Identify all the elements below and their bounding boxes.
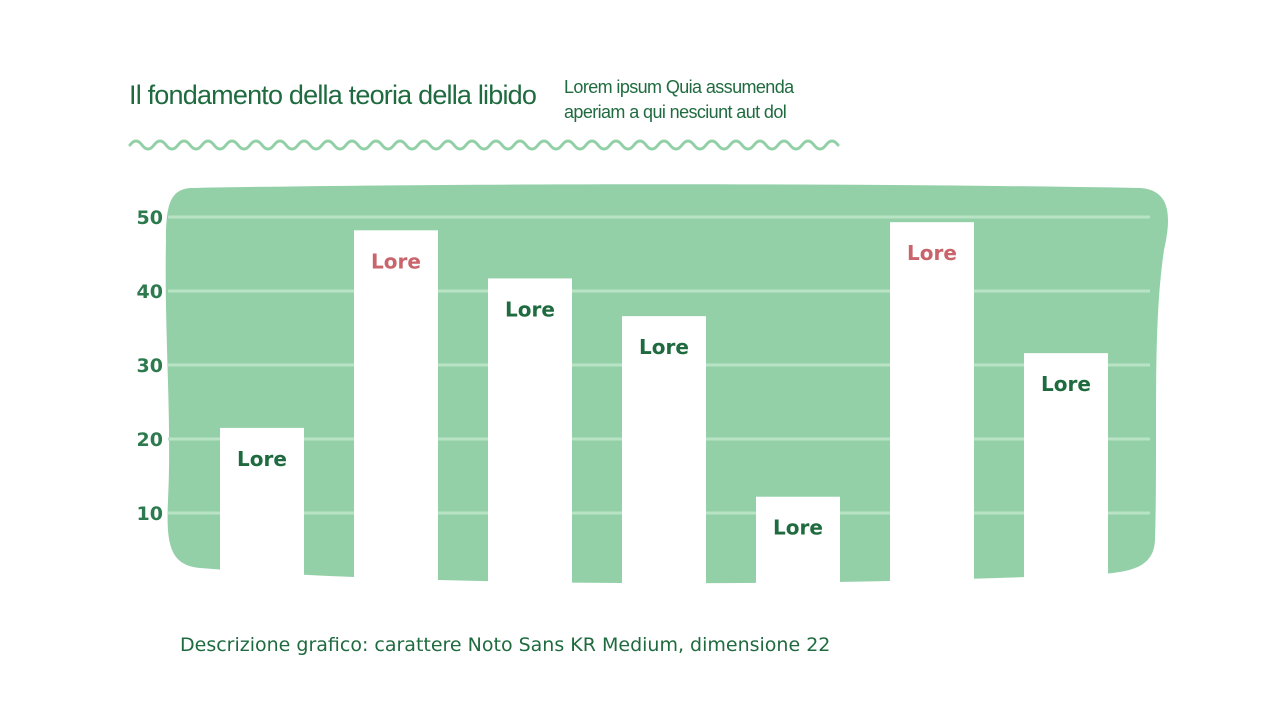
bar: [756, 496, 840, 600]
y-tick-label: 20: [137, 429, 163, 451]
y-tick-label: 50: [137, 207, 163, 229]
chart-title: Il fondamento della teoria della libido: [129, 80, 537, 110]
bar: [220, 427, 304, 600]
bar-data-label: Lore: [371, 249, 421, 273]
bar-data-label: Lore: [505, 297, 555, 321]
bar: [622, 316, 706, 600]
bar-data-label: Lore: [907, 241, 957, 265]
bar: [488, 278, 572, 600]
bar-data-label: Lore: [639, 335, 689, 359]
bar: [354, 230, 438, 600]
wavy-divider: [128, 139, 840, 151]
y-tick-label: 10: [137, 503, 163, 525]
chart-description: Descrizione grafico: carattere Noto Sans…: [180, 634, 831, 656]
bar-data-label: Lore: [1041, 372, 1091, 396]
bar-chart: Lore Lore Lore Lore Lore Lore Lore 10 20 30 40 50: [136, 184, 1169, 600]
bar: [1024, 353, 1108, 600]
y-tick-label: 30: [137, 355, 163, 377]
y-tick-label: 40: [137, 281, 163, 303]
chart-subtitle: Lorem ipsum Quia assumenda aperiam a qui…: [564, 77, 794, 122]
bar: [890, 222, 974, 600]
bar-data-label: Lore: [773, 516, 823, 540]
bar-data-label: Lore: [237, 447, 287, 471]
